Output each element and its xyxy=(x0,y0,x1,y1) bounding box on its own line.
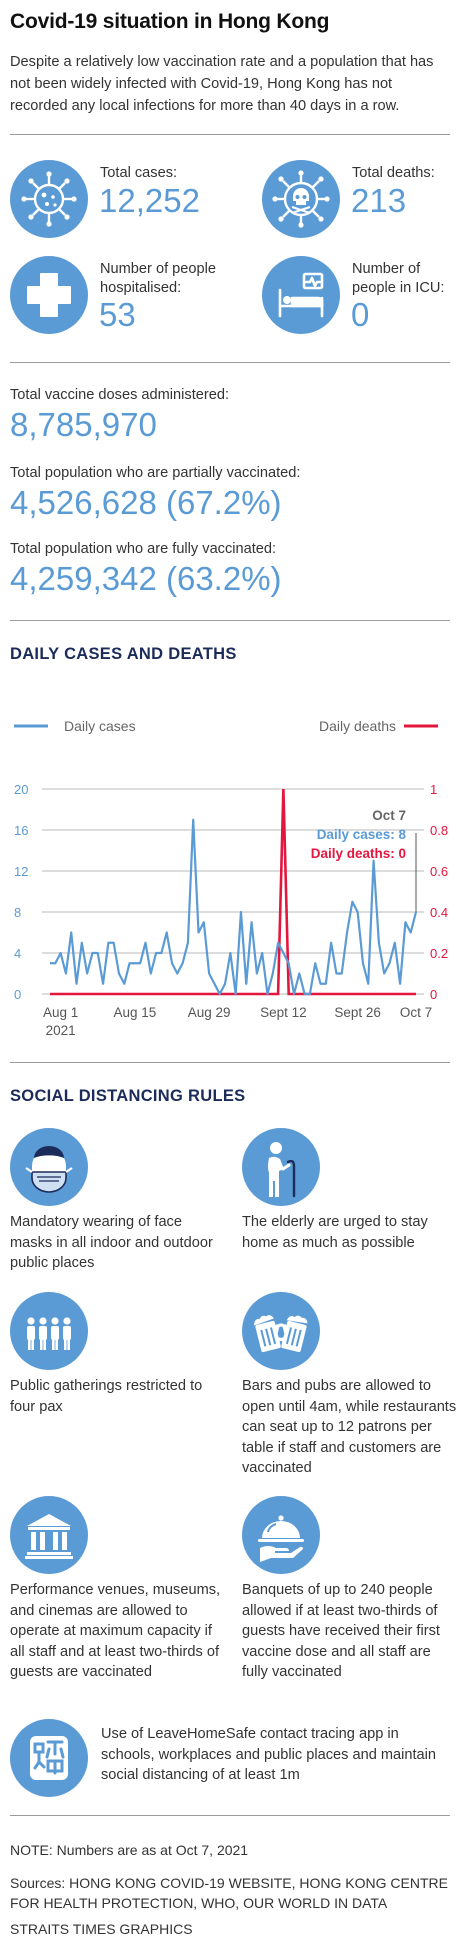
series-line-daily-cases xyxy=(50,818,418,996)
legend-label-cases: Daily cases xyxy=(64,718,136,734)
y-left-tick-label: 0 xyxy=(14,987,21,1002)
icu-label: Number of people in ICU: xyxy=(352,261,445,296)
full-vaccinated-value: 4,259,342 (63.2%) xyxy=(10,560,282,597)
y-left-tick-label: 12 xyxy=(14,864,28,879)
chart-section-title: DAILY CASES AND DEATHS xyxy=(10,645,237,663)
x-tick-label: Aug 29 xyxy=(188,1005,231,1020)
full-vaccinated-label: Total population who are fully vaccinate… xyxy=(10,541,277,557)
x-tick-label: Aug 1 xyxy=(43,1005,78,1020)
x-tick-sublabel: 2021 xyxy=(46,1023,76,1038)
divider xyxy=(10,620,450,621)
total-deaths-value: 213 xyxy=(351,182,407,219)
y-left-tick-label: 4 xyxy=(14,946,21,961)
page-title: Covid-19 situation in Hong Kong xyxy=(10,10,330,33)
rule-text: Mandatory wearing of face masks in all i… xyxy=(10,1214,213,1271)
rules-section-title: SOCIAL DISTANCING RULES xyxy=(10,1087,246,1105)
hospitalised-label: Number of people hospitalised: xyxy=(100,261,217,296)
credit: STRAITS TIMES GRAPHICS xyxy=(10,1921,193,1937)
y-right-tick-label: 0.6 xyxy=(430,864,448,879)
elderly-person-icon xyxy=(242,1128,320,1206)
y-left-tick-label: 20 xyxy=(14,782,28,797)
virus-skull-icon xyxy=(262,160,340,238)
vaccine-doses-label: Total vaccine doses administered: xyxy=(10,387,230,403)
legend-label-deaths: Daily deaths xyxy=(319,718,396,734)
y-left-tick-label: 8 xyxy=(14,905,21,920)
leavehomesafe-app-icon xyxy=(10,1719,88,1797)
x-tick-label: Aug 15 xyxy=(113,1005,156,1020)
y-left-tick-label: 16 xyxy=(14,823,28,838)
divider xyxy=(10,1062,450,1063)
total-deaths-label: Total deaths: xyxy=(352,165,435,181)
rule-text: Bars and pubs are allowed to open until … xyxy=(242,1378,457,1476)
divider xyxy=(10,134,450,135)
rule-text: Use of LeaveHomeSafe contact tracing app… xyxy=(101,1726,437,1783)
y-right-tick-label: 0.4 xyxy=(430,905,448,920)
x-tick-label: Oct 7 xyxy=(400,1005,432,1020)
y-right-tick-label: 0 xyxy=(430,987,437,1002)
annotation-deaths: Daily deaths: 0 xyxy=(311,846,406,861)
divider xyxy=(10,362,450,363)
x-tick-label: Sept 26 xyxy=(334,1005,381,1020)
serving-dish-icon xyxy=(242,1496,320,1574)
group-of-four-icon xyxy=(10,1292,88,1370)
series-line-daily-deaths xyxy=(50,788,416,996)
partial-vaccinated-value: 4,526,628 (67.2%) xyxy=(10,484,282,521)
daily-cases-deaths-chart: 0 0 4 0.2 8 0.4 12 0.6 16 0.8 20 1 Daily cases Daily … xyxy=(14,718,448,1038)
beer-mugs-icon xyxy=(242,1292,320,1370)
intro-text: Despite a relatively low vaccination rat… xyxy=(10,54,434,114)
divider xyxy=(10,1815,450,1816)
annotation-date: Oct 7 xyxy=(372,808,406,823)
virus-icon xyxy=(10,160,88,238)
rule-text: Public gatherings restricted to four pax xyxy=(10,1378,203,1415)
rule-text: The elderly are urged to stay home as mu… xyxy=(242,1214,428,1251)
y-right-tick-label: 0.2 xyxy=(430,946,448,961)
icu-value: 0 xyxy=(351,296,370,333)
footnote: NOTE: Numbers are as at Oct 7, 2021 xyxy=(10,1842,249,1858)
vaccine-doses-value: 8,785,970 xyxy=(10,406,157,443)
face-mask-icon xyxy=(10,1128,88,1206)
y-right-tick-label: 1 xyxy=(430,782,437,797)
rule-text: Performance venues, museums, and cinemas… xyxy=(10,1582,221,1680)
y-right-tick-label: 0.8 xyxy=(430,823,448,838)
medical-cross-icon xyxy=(10,256,88,334)
x-tick-label: Sept 12 xyxy=(260,1005,307,1020)
sources: Sources: HONG KONG COVID-19 WEBSITE, HON… xyxy=(10,1875,448,1911)
museum-icon xyxy=(10,1496,88,1574)
partial-vaccinated-label: Total population who are partially vacci… xyxy=(10,465,301,481)
hospital-bed-icon xyxy=(262,256,340,334)
total-cases-value: 12,252 xyxy=(99,182,200,219)
rule-text: Banquets of up to 240 people allowed if … xyxy=(242,1582,440,1680)
hospitalised-value: 53 xyxy=(99,296,136,333)
annotation-cases: Daily cases: 8 xyxy=(317,827,407,842)
total-cases-label: Total cases: xyxy=(100,165,178,181)
